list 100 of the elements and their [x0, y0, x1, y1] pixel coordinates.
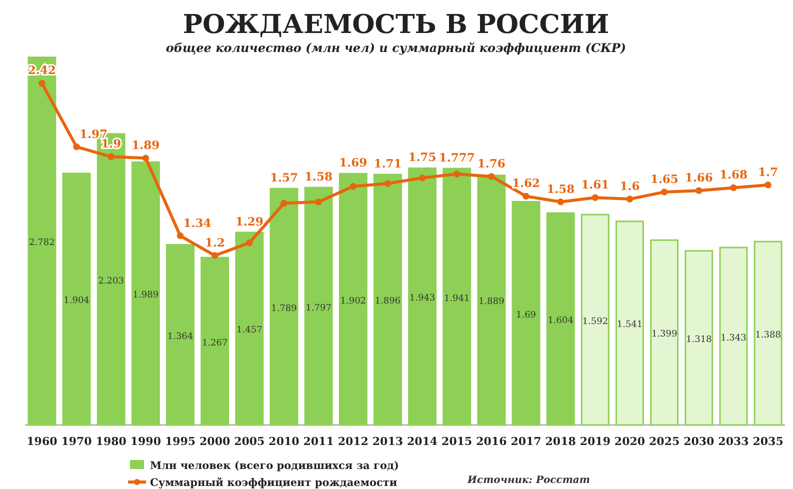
bar — [650, 239, 679, 426]
bar — [304, 186, 333, 426]
data-label: 1.777 — [438, 150, 475, 165]
point — [315, 198, 322, 206]
bar — [754, 240, 782, 426]
chart-title: РОЖДАЕМОСТЬ В РОССИИ — [182, 10, 610, 40]
bar — [580, 214, 610, 426]
x-tick-label: 2033 — [718, 434, 749, 448]
bar — [166, 244, 194, 426]
legend-label: Млн человек (всего родившихся за год) — [150, 460, 399, 472]
x-tick-label: 1980 — [96, 434, 127, 448]
point — [176, 232, 184, 240]
x-tick-label: 2015 — [442, 434, 472, 448]
data-label: 1.65 — [650, 172, 678, 186]
point — [522, 192, 530, 200]
bar — [719, 246, 748, 426]
data-label: 2.42 — [28, 63, 56, 78]
data-label: 1.902 — [340, 296, 366, 306]
data-label: 1.89 — [132, 138, 160, 152]
x-tick-label: 2035 — [752, 434, 784, 448]
data-label: 1.62 — [512, 176, 540, 190]
x-tick-label: 1995 — [164, 434, 196, 448]
data-label: 1.7 — [758, 164, 778, 179]
bar — [270, 188, 298, 426]
point — [384, 180, 392, 187]
data-label: 1.989 — [132, 290, 159, 301]
point — [557, 198, 564, 206]
point — [488, 173, 495, 180]
data-label: 1.57 — [270, 170, 298, 185]
data-label: 1.399 — [651, 330, 678, 340]
bar — [408, 167, 437, 426]
x-tick-label: 2014 — [406, 434, 438, 448]
x-tick-label: 1970 — [61, 434, 92, 448]
bar — [200, 256, 230, 426]
data-label: 1.797 — [306, 303, 332, 314]
data-label: 1.457 — [236, 326, 263, 336]
bar — [131, 161, 160, 426]
data-label: 1.904 — [64, 296, 90, 306]
x-tick-label: 2018 — [545, 434, 576, 448]
data-label: 1.267 — [202, 338, 228, 348]
data-label: 1.29 — [235, 214, 264, 228]
data-label: 1.889 — [478, 297, 505, 308]
data-label: 1.61 — [581, 178, 610, 192]
bar — [373, 174, 402, 426]
data-label: 1.34 — [183, 216, 212, 230]
point — [350, 182, 357, 190]
point — [730, 184, 737, 192]
data-label: 1.943 — [409, 294, 436, 304]
x-tick-label: 2025 — [649, 434, 680, 448]
bar — [684, 250, 714, 426]
bar — [62, 172, 91, 426]
bar — [338, 172, 368, 426]
x-tick-label: 2010 — [268, 434, 300, 448]
point — [280, 200, 288, 207]
x-tick-label: 2030 — [684, 434, 715, 448]
data-label: 1.58 — [546, 182, 575, 196]
point — [142, 154, 150, 162]
x-tick-label: 1960 — [26, 434, 58, 448]
data-label: 1.66 — [684, 170, 713, 185]
x-tick-label: 2000 — [200, 434, 230, 448]
x-tick-label: 2012 — [338, 434, 368, 448]
x-tick-label: 2017 — [510, 434, 542, 448]
point — [660, 188, 668, 196]
x-tick-label: 2011 — [303, 434, 334, 448]
data-label: 1.69 — [339, 156, 368, 170]
data-label: 1.541 — [616, 320, 643, 330]
x-tick-label: 2016 — [476, 434, 508, 448]
data-label: 1.2 — [204, 236, 225, 250]
data-label: 1.941 — [444, 294, 470, 304]
data-label: 1.6 — [620, 179, 640, 194]
x-tick-label: 2019 — [580, 434, 610, 448]
bar — [442, 168, 472, 426]
x-tick-label: 1990 — [130, 434, 162, 448]
point — [696, 187, 702, 194]
bar — [546, 212, 575, 426]
bar — [235, 232, 264, 426]
data-label: 1.68 — [719, 168, 748, 182]
chart-subtitle: общее количество (млн чел) и суммарный коэффициент (СКР) — [166, 41, 626, 55]
text: Источник: Росстат — [466, 475, 590, 486]
data-label: 1.76 — [477, 156, 506, 170]
data-label: 1.343 — [720, 333, 747, 344]
point — [453, 170, 460, 178]
data-label: 1.604 — [548, 316, 574, 326]
point — [108, 153, 114, 160]
x-tick-label: 2013 — [372, 434, 404, 448]
data-label: 1.75 — [408, 150, 436, 164]
point — [626, 196, 634, 202]
x-tick-label: 2005 — [234, 434, 265, 448]
data-label: 1.71 — [374, 156, 402, 170]
data-label: 1.318 — [686, 334, 712, 345]
bar — [28, 56, 56, 426]
point — [38, 80, 46, 87]
point — [764, 182, 772, 188]
data-label: 2.203 — [98, 276, 124, 286]
point — [73, 143, 80, 150]
data-label: 1.789 — [271, 304, 298, 314]
point — [592, 194, 599, 202]
bar — [616, 220, 644, 426]
point — [246, 239, 253, 246]
legend-label: Суммарный коэффициент рождаемости — [150, 477, 398, 489]
